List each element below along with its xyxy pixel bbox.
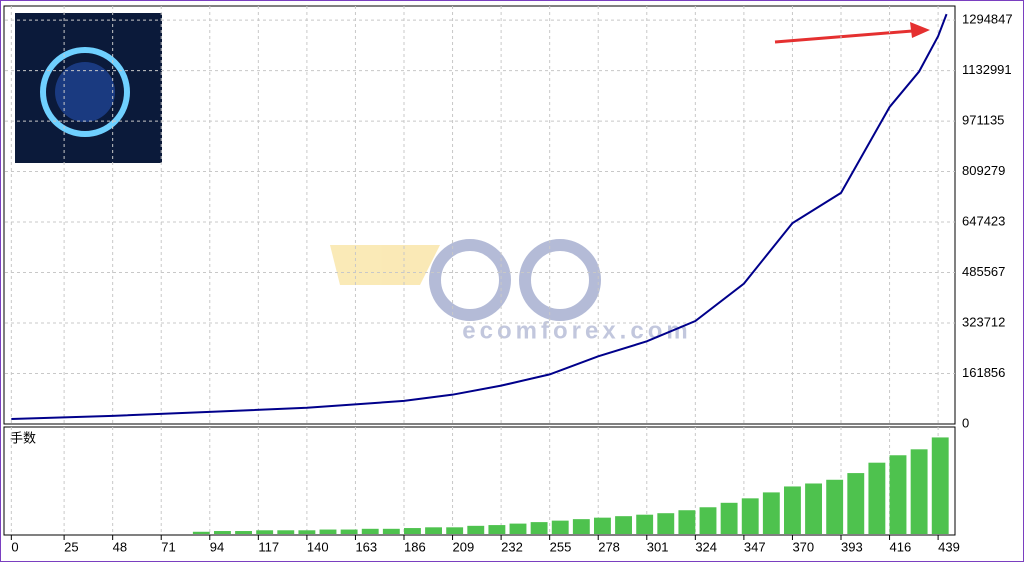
y-tick-label: 1294847 xyxy=(962,12,1013,27)
lots-bar xyxy=(741,498,759,534)
x-tick-label: 0 xyxy=(11,539,18,554)
x-tick-label: 209 xyxy=(453,539,475,554)
lots-bar xyxy=(910,449,928,534)
y-tick-label: 1132991 xyxy=(962,62,1012,77)
watermark: ecomforex.com xyxy=(462,317,691,344)
lots-bar xyxy=(277,530,295,534)
lots-bar xyxy=(657,513,675,534)
lots-bar xyxy=(488,525,506,534)
lots-title: 手数 xyxy=(10,430,36,445)
x-tick-label: 324 xyxy=(695,539,717,554)
lots-panel xyxy=(3,426,956,536)
arrow-head xyxy=(910,22,930,38)
lots-bar xyxy=(530,522,548,534)
lots-bar xyxy=(889,455,907,534)
lots-bar xyxy=(192,531,210,534)
x-tick-label: 301 xyxy=(647,539,669,554)
lots-bar xyxy=(594,517,611,534)
y-tick-label: 323712 xyxy=(962,314,1005,329)
lots-bar xyxy=(805,483,822,534)
lots-bar xyxy=(382,528,400,534)
lots-bar xyxy=(214,531,231,534)
lots-bar xyxy=(615,516,632,534)
x-tick-label: 186 xyxy=(404,539,426,554)
arrow xyxy=(774,28,926,44)
lots-bar xyxy=(235,531,252,534)
x-tick-label: 140 xyxy=(307,539,329,554)
x-tick-label: 94 xyxy=(210,539,224,554)
main-panel xyxy=(3,5,956,425)
x-tick-label: 347 xyxy=(744,539,766,554)
y-tick-label: 971135 xyxy=(962,113,1004,128)
lots-bar xyxy=(509,523,527,534)
x-tick-label: 370 xyxy=(792,539,814,554)
lots-bar xyxy=(720,502,738,534)
equity-line xyxy=(11,13,948,421)
lots-bar xyxy=(298,530,316,534)
x-tick-label: 117 xyxy=(258,539,279,554)
x-tick-label: 25 xyxy=(64,539,78,554)
watermark-graphic xyxy=(330,239,601,321)
lots-bar xyxy=(361,528,379,534)
y-tick-label: 0 xyxy=(962,415,969,430)
x-tick-label: 416 xyxy=(890,539,912,554)
lots-bar xyxy=(678,510,696,534)
lots-bar xyxy=(446,527,464,534)
lots-bar xyxy=(256,530,274,534)
lots-bar xyxy=(319,529,337,534)
y-tick-label: 161856 xyxy=(962,365,1005,380)
lots-bar xyxy=(636,514,654,534)
lots-bar xyxy=(868,462,886,534)
lots-bar xyxy=(699,507,717,534)
lots-bar xyxy=(404,528,421,534)
y-tick-label: 647423 xyxy=(962,213,1005,228)
logo xyxy=(15,13,162,163)
lots-bar xyxy=(551,520,569,534)
lots-bar xyxy=(572,519,590,534)
y-tick-label: 809279 xyxy=(962,163,1005,178)
x-tick-label: 232 xyxy=(501,539,523,554)
x-tick-label: 439 xyxy=(938,539,960,554)
lots-bar xyxy=(826,479,844,534)
x-tick-label: 278 xyxy=(598,539,620,554)
lots-bar xyxy=(762,492,780,534)
lots-bar xyxy=(340,529,358,534)
x-tick-label: 393 xyxy=(841,539,863,554)
x-tick-label: 255 xyxy=(550,539,572,554)
x-tick-label: 163 xyxy=(355,539,377,554)
lots-bar xyxy=(467,525,485,534)
x-tick-label: 71 xyxy=(161,539,175,554)
lots-bar xyxy=(847,473,865,534)
lots-bar xyxy=(931,437,949,534)
x-tick-label: 48 xyxy=(113,539,127,554)
y-tick-label: 485567 xyxy=(962,264,1005,279)
lots-bar xyxy=(425,527,442,534)
lots-bar xyxy=(784,486,801,534)
